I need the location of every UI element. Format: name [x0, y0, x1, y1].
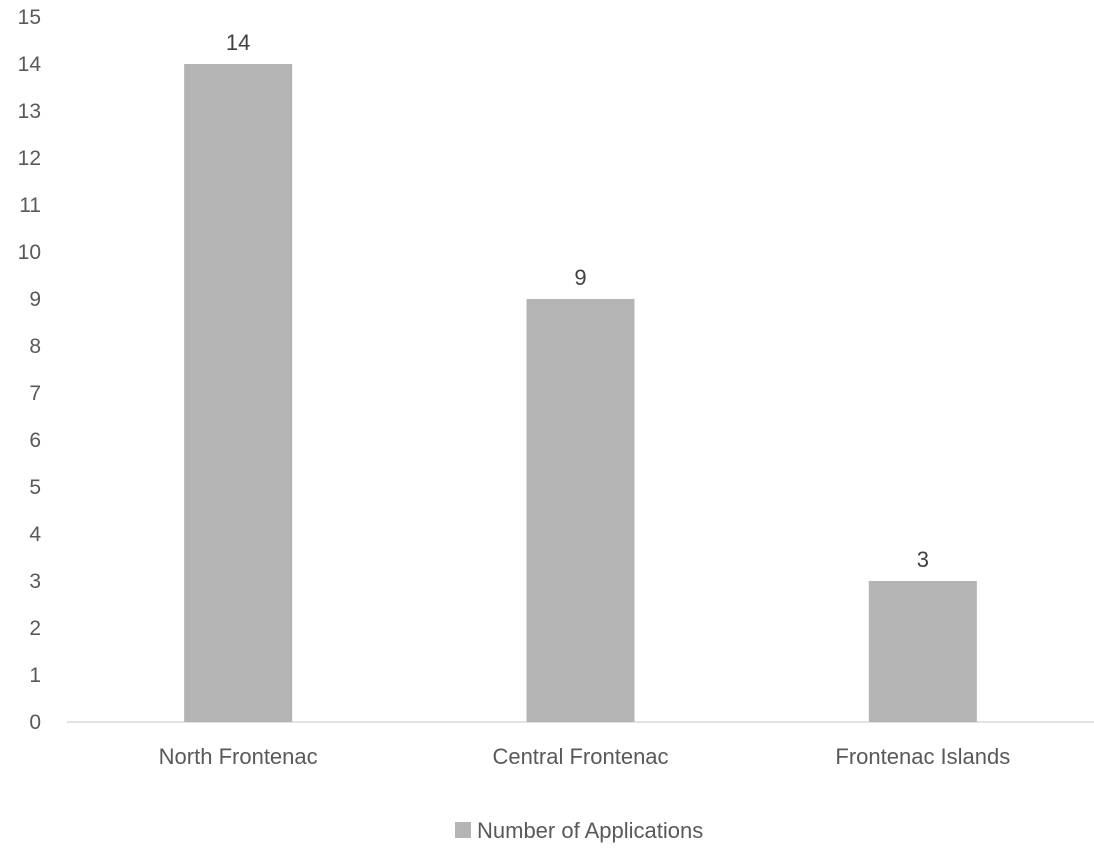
y-tick-label: 6 [29, 429, 41, 452]
y-tick-label: 15 [18, 6, 41, 29]
data-label: 3 [917, 547, 929, 572]
data-label: 14 [226, 30, 250, 55]
y-tick-label: 13 [18, 100, 41, 123]
y-tick-label: 1 [29, 664, 41, 687]
y-tick-label: 0 [29, 711, 41, 734]
y-tick-label: 2 [29, 617, 41, 640]
y-tick-label: 14 [18, 53, 42, 76]
bar [526, 299, 635, 722]
legend-label: Number of Applications [477, 818, 703, 843]
bars [184, 64, 977, 722]
y-tick-label: 9 [29, 288, 41, 311]
legend: Number of Applications [455, 818, 703, 843]
bar [868, 581, 977, 722]
x-category-label: Central Frontenac [492, 744, 668, 769]
data-label: 9 [574, 265, 586, 290]
data-labels: 14 9 3 [226, 30, 929, 572]
y-tick-label: 5 [29, 476, 41, 499]
y-tick-label: 4 [29, 523, 41, 546]
y-tick-label: 7 [29, 382, 41, 405]
y-tick-label: 12 [18, 147, 41, 170]
bar [184, 64, 293, 722]
x-axis-category-labels: North Frontenac Central Frontenac Frontena… [159, 744, 1011, 769]
y-tick-label: 8 [29, 335, 41, 358]
x-category-label: Frontenac Islands [835, 744, 1010, 769]
legend-swatch [455, 822, 471, 838]
y-tick-label: 11 [19, 194, 41, 217]
y-tick-label: 10 [18, 241, 41, 264]
y-tick-label: 3 [29, 570, 41, 593]
x-category-label: North Frontenac [159, 744, 318, 769]
